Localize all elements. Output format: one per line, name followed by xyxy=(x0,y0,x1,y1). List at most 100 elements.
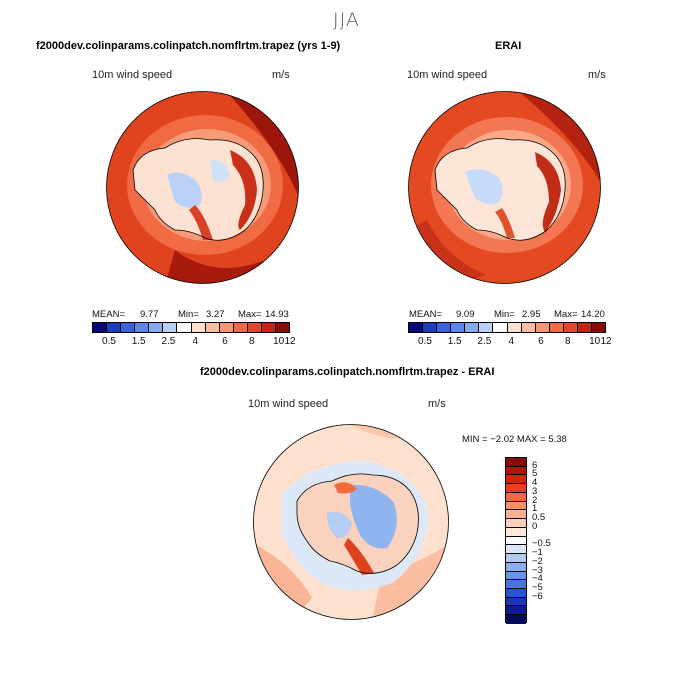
right-max-label: Max= xyxy=(554,309,578,320)
colorbar-tick-label: 0.5 xyxy=(532,512,546,524)
right-colorbar-ticks: 0.5 1.5 2.5 4 6 8 10 12 xyxy=(408,336,612,350)
field-red-coast xyxy=(334,482,357,494)
colorbar-swatch xyxy=(465,323,480,332)
colorbar-tick-label: 2 xyxy=(532,494,538,506)
colorbar-tick-label: −5 xyxy=(532,582,543,594)
colorbar-swatch xyxy=(506,571,526,581)
colorbar-swatch xyxy=(506,562,526,572)
colorbar-swatch xyxy=(549,323,564,332)
field-escarpment xyxy=(230,150,257,230)
colorbar-swatch xyxy=(506,501,526,511)
field-interior-blue xyxy=(465,169,503,205)
colorbar-swatch xyxy=(577,323,593,332)
colorbar-swatch xyxy=(493,323,508,332)
coastline xyxy=(434,138,566,241)
right-min-value: 2.95 xyxy=(522,309,541,320)
diff-panel-title: f2000dev.colinparams.colinpatch.nomflrtm… xyxy=(200,366,495,378)
diff-colorbar xyxy=(505,457,527,624)
colorbar-tick-label: 6 xyxy=(532,459,538,471)
colorbar-swatch xyxy=(506,519,526,528)
left-colorbar-ticks: 0.5 1.5 2.5 4 6 8 10 12 xyxy=(92,336,296,350)
colorbar-tick-label: 1.5 xyxy=(447,336,462,347)
field-red-streak xyxy=(344,538,374,575)
colorbar-swatch xyxy=(506,589,526,598)
right-panel-title: ERAI xyxy=(495,40,522,52)
left-panel-title: f2000dev.colinparams.colinpatch.nomflrtm… xyxy=(36,40,341,52)
colorbar-swatch xyxy=(592,323,606,332)
left-mean-label: MEAN= xyxy=(92,309,125,320)
colorbar-swatch xyxy=(506,527,526,537)
left-units-label: m/s xyxy=(272,69,290,81)
colorbar-swatch xyxy=(163,323,178,332)
colorbar-swatch xyxy=(437,323,452,332)
left-mean-value: 9.77 xyxy=(140,309,159,320)
colorbar-tick-label: 12 xyxy=(600,336,612,347)
colorbar-swatch xyxy=(521,323,536,332)
right-colorbar xyxy=(408,322,606,333)
colorbar-swatch xyxy=(506,536,526,546)
left-min-label: Min= xyxy=(178,309,199,320)
left-colorbar xyxy=(92,322,290,333)
coastline xyxy=(296,473,419,574)
right-variable-label: 10m wind speed xyxy=(407,69,488,81)
diff-units-label: m/s xyxy=(428,398,446,410)
colorbar-swatch xyxy=(233,323,248,332)
field-ross-streak xyxy=(189,205,213,240)
colorbar-tick-label: 4 xyxy=(192,336,199,347)
colorbar-swatch xyxy=(506,545,526,555)
colorbar-swatch xyxy=(121,323,136,332)
colorbar-swatch xyxy=(506,492,526,502)
field-ross-streak xyxy=(495,208,515,238)
colorbar-tick-label: 0.5 xyxy=(102,336,116,347)
right-max-value: 14.20 xyxy=(581,309,605,320)
colorbar-swatch xyxy=(219,323,234,332)
colorbar-tick-label: 4 xyxy=(532,477,538,489)
page-title: JJA xyxy=(333,9,360,31)
left-max-value: 14.93 xyxy=(265,309,289,320)
colorbar-tick-label: −6 xyxy=(532,590,543,602)
colorbar-tick-label: −0.5 xyxy=(532,538,551,550)
colorbar-tick-label: 0.5 xyxy=(418,336,432,347)
field-blue-core xyxy=(350,484,397,549)
colorbar-tick-label: −1 xyxy=(532,547,543,559)
diff-variable-label: 10m wind speed xyxy=(248,398,329,410)
right-min-label: Min= xyxy=(494,309,515,320)
colorbar-tick-label: 5 xyxy=(532,468,538,480)
colorbar-swatch xyxy=(506,615,526,624)
diff-colorbar-ticks: 6 5 4 3 2 1 0.5 0 −0.5 −1 −2 −3 −4 −5 −6 xyxy=(532,457,572,623)
colorbar-tick-label: 10 xyxy=(273,336,285,347)
colorbar-swatch xyxy=(261,323,277,332)
colorbar-swatch xyxy=(506,554,526,563)
colorbar-swatch xyxy=(451,323,466,332)
colorbar-swatch xyxy=(506,597,526,607)
colorbar-swatch xyxy=(506,580,526,590)
colorbar-swatch xyxy=(423,323,438,332)
left-max-label: Max= xyxy=(238,309,262,320)
field-blue-core-2 xyxy=(326,511,352,538)
colorbar-swatch xyxy=(506,510,526,520)
colorbar-swatch xyxy=(479,323,494,332)
right-units-label: m/s xyxy=(588,69,606,81)
colorbar-swatch xyxy=(506,466,526,476)
left-variable-label: 10m wind speed xyxy=(92,69,173,81)
left-min-value: 3.27 xyxy=(206,309,225,320)
coastline xyxy=(132,138,264,241)
right-mean-label: MEAN= xyxy=(409,309,442,320)
colorbar-swatch xyxy=(191,323,206,332)
colorbar-tick-label: 3 xyxy=(532,485,538,497)
colorbar-swatch xyxy=(535,323,550,332)
colorbar-swatch xyxy=(563,323,578,332)
colorbar-swatch xyxy=(506,475,526,485)
colorbar-tick-label: −4 xyxy=(532,573,543,585)
diff-minmax: MIN = −2.02 MAX = 5.38 xyxy=(462,434,567,445)
colorbar-tick-label: 4 xyxy=(508,336,515,347)
colorbar-tick-label: 6 xyxy=(222,336,228,347)
field-interior-blue xyxy=(167,172,202,208)
colorbar-swatch xyxy=(107,323,122,332)
colorbar-swatch xyxy=(506,606,526,616)
colorbar-swatch xyxy=(276,323,290,332)
colorbar-swatch xyxy=(205,323,220,332)
colorbar-tick-label: 6 xyxy=(538,336,544,347)
colorbar-tick-label: 1 xyxy=(532,503,538,515)
colorbar-tick-label: 12 xyxy=(284,336,296,347)
